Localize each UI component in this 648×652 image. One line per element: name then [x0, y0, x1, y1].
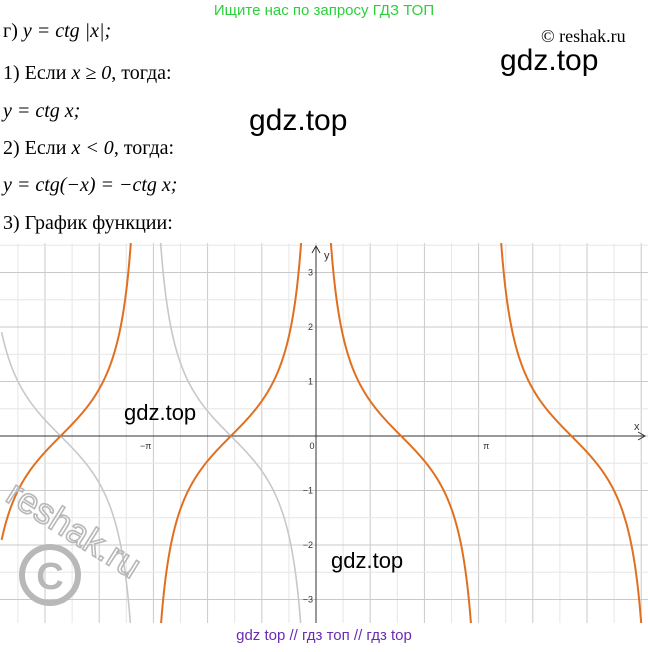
y-tick-label: −3 [303, 595, 313, 605]
series-line-ctg-abs [0, 243, 303, 623]
copyright-notice: © reshak.ru [541, 26, 626, 46]
y-axis-arrow [311, 244, 321, 254]
copyright-c-icon: C [36, 556, 63, 598]
case2-condition: x < 0 [71, 137, 114, 159]
curves [0, 243, 643, 623]
case2-suffix: , тогда: [113, 137, 175, 159]
case2-formula: y = ctg(−x) = −ctg x; [3, 174, 178, 196]
x-tick-label: π [483, 441, 489, 451]
case3-line: 3) График функции: [3, 212, 173, 235]
x-axis-arrow [637, 431, 647, 441]
case3-text: 3) График функции: [3, 212, 173, 234]
copyright-circle-icon [19, 544, 81, 606]
tick-labels: x y −π 0 π 3 2 1 −1 −2 −3 [140, 250, 640, 605]
search-banner: Ищите нас по запросу ГДЗ ТОП [213, 2, 435, 19]
y-tick-label: 1 [308, 377, 313, 387]
case2-equation: y = ctg(−x) = −ctg x; [3, 174, 177, 197]
watermark-gdz: gdz.top [500, 44, 599, 77]
y-tick-label: −2 [303, 540, 313, 550]
task-formula: y = ctg |x|; [22, 20, 112, 42]
x-tick-label: −π [140, 441, 151, 451]
axes [0, 244, 647, 623]
function-graph: x y −π 0 π 3 2 1 −1 −2 −3 [0, 243, 648, 623]
footer-links: gdz top // гдз топ // гдз top [236, 627, 412, 644]
task-prefix: г) [3, 20, 23, 42]
grid [0, 243, 648, 623]
case1-text: 1) Если [3, 62, 72, 84]
y-tick-label: 3 [308, 268, 313, 278]
y-axis-label: y [324, 250, 330, 262]
x-axis-label: x [634, 421, 640, 433]
watermark-gdz: gdz.top [249, 104, 348, 137]
task-line: г) y = ctg |x|; [3, 20, 111, 43]
y-tick-label: −1 [303, 486, 313, 496]
case1-line: 1) Если x ≥ 0, тогда: [3, 62, 172, 85]
case2-line: 2) Если x < 0, тогда: [3, 137, 174, 160]
watermark-gdz: gdz.top [331, 548, 404, 573]
case1-suffix: , тогда: [111, 62, 172, 84]
case1-equation: y = ctg x; [3, 100, 80, 123]
x-tick-label: 0 [309, 441, 314, 451]
watermark-gdz: gdz.top [124, 400, 197, 425]
y-tick-label: 2 [308, 322, 313, 332]
case1-condition: x ≥ 0 [71, 62, 112, 84]
case1-formula: y = ctg x; [3, 100, 81, 122]
series-line-ctg-abs [329, 243, 643, 623]
case2-text: 2) Если [3, 137, 72, 159]
reshak-watermark: C reshak.ru [0, 471, 150, 606]
